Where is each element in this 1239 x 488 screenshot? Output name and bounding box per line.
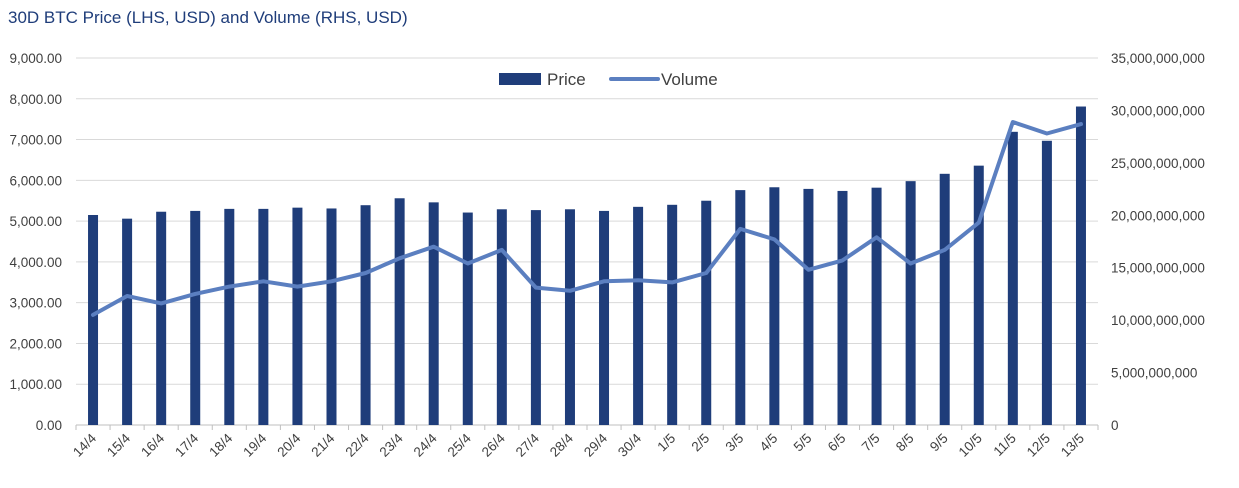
y-right-tick-label: 10,000,000,000 <box>1111 313 1205 328</box>
x-tick-label: 29/4 <box>581 430 611 460</box>
price-bar <box>769 187 780 425</box>
price-bar <box>530 210 541 425</box>
x-tick-label: 8/5 <box>893 431 917 455</box>
x-tick-label: 6/5 <box>825 431 849 455</box>
x-tick-label: 18/4 <box>206 430 236 460</box>
chart-title: 30D BTC Price (LHS, USD) and Volume (RHS… <box>8 8 408 27</box>
x-tick-label: 28/4 <box>547 430 577 460</box>
y-right-tick-label: 35,000,000,000 <box>1111 51 1205 66</box>
y-right-tick-label: 30,000,000,000 <box>1111 103 1205 118</box>
price-bar <box>1007 131 1018 425</box>
price-bar <box>1075 106 1086 425</box>
x-tick-label: 11/5 <box>990 431 1018 459</box>
price-bar <box>939 173 950 425</box>
price-bar <box>258 208 269 425</box>
price-bar <box>326 208 337 425</box>
x-tick-label: 25/4 <box>445 430 475 460</box>
x-tick-label: 3/5 <box>723 431 747 455</box>
y-left-tick-label: 7,000.00 <box>9 133 62 148</box>
price-bar <box>88 214 99 425</box>
x-tick-label: 1/5 <box>654 431 678 455</box>
legend-label-price: Price <box>547 70 586 89</box>
x-tick-label: 13/5 <box>1058 431 1087 460</box>
y-left-tick-label: 9,000.00 <box>9 51 62 66</box>
price-bar <box>1041 140 1052 426</box>
x-tick-label: 20/4 <box>274 430 304 460</box>
y-right-tick-label: 0 <box>1111 418 1119 433</box>
y-right-tick-label: 25,000,000,000 <box>1111 156 1205 171</box>
y-left-tick-label: 3,000.00 <box>9 296 62 311</box>
price-bar <box>701 200 712 425</box>
x-tick-label: 7/5 <box>859 431 883 455</box>
price-bar <box>837 190 848 425</box>
x-tick-label: 2/5 <box>688 431 712 455</box>
x-tick-label: 26/4 <box>479 430 509 460</box>
x-tick-label: 17/4 <box>172 430 202 460</box>
x-tick-label: 23/4 <box>377 430 407 460</box>
x-tick-label: 12/5 <box>1024 431 1053 460</box>
legend-swatch-price <box>499 73 541 85</box>
price-bar <box>190 210 201 425</box>
price-bar <box>122 218 133 425</box>
x-tick-label: 22/4 <box>342 430 372 460</box>
price-bar <box>564 209 575 425</box>
y-right-tick-label: 15,000,000,000 <box>1111 261 1205 276</box>
x-tick-label: 10/5 <box>956 431 985 460</box>
price-bar <box>428 202 439 425</box>
y-left-tick-label: 1,000.00 <box>9 377 62 392</box>
price-bar <box>973 165 984 426</box>
y-left-tick-label: 8,000.00 <box>9 92 62 107</box>
y-right-tick-label: 20,000,000,000 <box>1111 208 1205 223</box>
x-tick-label: 15/4 <box>104 430 134 460</box>
y-left-tick-label: 6,000.00 <box>9 173 62 188</box>
x-tick-label: 16/4 <box>138 430 168 460</box>
price-bar <box>156 211 167 425</box>
y-left-tick-label: 5,000.00 <box>9 214 62 229</box>
x-tick-label: 30/4 <box>615 430 645 460</box>
price-bar <box>496 209 507 425</box>
price-bar <box>599 210 610 425</box>
x-tick-label: 4/5 <box>757 431 781 455</box>
x-tick-label: 24/4 <box>411 430 441 460</box>
y-right-tick-label: 5,000,000,000 <box>1111 366 1197 381</box>
x-tick-label: 19/4 <box>240 430 270 460</box>
price-bar <box>292 207 303 425</box>
price-bar <box>394 198 405 425</box>
price-bar <box>735 190 746 425</box>
legend-label-volume: Volume <box>661 70 718 89</box>
x-tick-label: 21/4 <box>308 430 338 460</box>
price-bar <box>667 204 678 425</box>
x-tick-label: 5/5 <box>791 431 815 455</box>
x-tick-label: 27/4 <box>513 430 543 460</box>
price-bar <box>803 188 814 425</box>
price-bar <box>905 181 916 425</box>
volume-line <box>91 120 1083 317</box>
price-bar <box>633 206 644 425</box>
y-left-tick-label: 0.00 <box>36 418 62 433</box>
x-tick-label: 14/4 <box>70 430 100 460</box>
price-bar <box>360 205 371 425</box>
y-left-tick-label: 2,000.00 <box>9 336 62 351</box>
y-left-tick-label: 4,000.00 <box>9 255 62 270</box>
price-bar <box>224 208 235 425</box>
x-tick-label: 9/5 <box>927 431 951 455</box>
price-bar <box>462 212 473 425</box>
price-bar <box>871 187 882 425</box>
